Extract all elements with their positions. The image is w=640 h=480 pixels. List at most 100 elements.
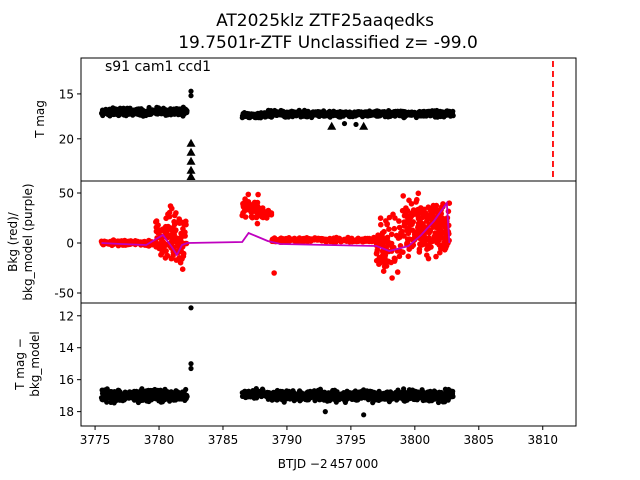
bkg-point: [244, 204, 250, 210]
bkg-point: [166, 213, 173, 220]
bkg-point: [179, 266, 186, 273]
bkg-point: [415, 190, 422, 197]
bkg-point: [411, 231, 418, 238]
panel-bottom-ylabel-line1: T mag −: [13, 338, 27, 391]
x-tick-label: 3780: [144, 433, 175, 447]
data-point: [184, 394, 190, 400]
bkg-point: [259, 207, 265, 213]
upper-limit-marker: [186, 147, 196, 156]
bkg-point: [319, 238, 325, 244]
x-tick-label: 3805: [464, 433, 495, 447]
bkg-point: [285, 238, 292, 245]
data-point: [361, 412, 367, 418]
bkg-point: [347, 236, 354, 243]
bkg-point: [416, 249, 423, 255]
bkg-point: [177, 259, 184, 266]
bkg-point: [377, 215, 384, 221]
bkg-point: [378, 259, 384, 266]
y-tick-label-middle: 50: [59, 187, 74, 201]
bkg-point: [250, 214, 257, 220]
data-point: [188, 365, 194, 372]
bkg-point: [386, 226, 392, 232]
bkg-point: [418, 205, 424, 211]
y-tick-label-top: 15: [59, 87, 74, 101]
bkg-point: [396, 218, 402, 224]
bkg-point: [421, 223, 427, 230]
bkg-point: [375, 232, 381, 238]
bkg-point: [400, 249, 406, 255]
data-point: [450, 393, 456, 400]
bkg-point: [391, 225, 398, 232]
upper-limit-marker: [186, 165, 196, 174]
figure-title-line2: 19.7501r-ZTF Unclassified z= -99.0: [178, 33, 478, 53]
bkg-point: [173, 227, 179, 233]
bkg-point: [428, 237, 435, 243]
bkg-point: [374, 249, 380, 256]
x-tick-label: 3790: [272, 433, 303, 447]
bkg-model-line: [101, 200, 451, 257]
bkg-point: [176, 254, 183, 261]
bkg-point: [158, 227, 164, 234]
data-point: [435, 399, 442, 406]
bkg-point: [400, 193, 407, 199]
bkg-point: [415, 215, 422, 222]
bkg-point: [245, 191, 252, 198]
data-point: [188, 305, 194, 311]
data-point: [104, 399, 110, 405]
bkg-point: [433, 223, 439, 230]
y-tick-label-bottom: 18: [59, 405, 74, 419]
y-tick-label-bottom: 12: [59, 309, 74, 323]
bkg-point: [167, 234, 173, 240]
bkg-point: [438, 231, 444, 237]
panel-bottom-ylabel-line2: bkg_model: [28, 331, 42, 397]
x-tick-label: 3795: [336, 433, 367, 447]
bkg-point: [441, 216, 447, 222]
upper-limit-marker: [327, 121, 337, 130]
data-point: [450, 108, 456, 114]
bkg-point: [178, 230, 184, 237]
upper-limit-marker: [186, 172, 196, 181]
bkg-point: [396, 253, 403, 260]
x-tick-label: 3775: [80, 433, 111, 447]
bkg-point: [242, 214, 249, 220]
bkg-point: [392, 256, 398, 263]
bkg-point: [437, 249, 443, 256]
y-tick-label-bottom: 14: [59, 341, 74, 355]
bkg-point: [386, 214, 393, 221]
bkg-point: [379, 230, 386, 236]
bkg-point: [384, 221, 391, 227]
bkg-point: [241, 208, 248, 215]
bkg-point: [401, 233, 407, 239]
data-point: [183, 386, 189, 393]
bkg-point: [153, 224, 160, 231]
bkg-point: [428, 216, 435, 222]
bkg-point: [430, 202, 437, 209]
data-point: [184, 108, 190, 114]
bkg-point: [163, 248, 169, 254]
bkg-point: [171, 221, 178, 228]
bkg-point: [414, 196, 420, 203]
bkg-point: [425, 255, 432, 262]
panel-bottom-frame: [80, 302, 577, 427]
x-tick-label: 3785: [208, 433, 239, 447]
bkg-point: [380, 237, 387, 244]
y-tick-label-middle: 0: [66, 237, 74, 251]
bkg-point: [406, 236, 413, 242]
data-point: [188, 93, 194, 99]
upper-limit-marker: [186, 138, 196, 147]
bkg-point: [425, 212, 431, 219]
y-tick-label-top: 20: [59, 132, 74, 146]
bkg-point: [422, 235, 429, 241]
bkg-point: [153, 219, 159, 225]
bkg-point: [384, 234, 391, 241]
upper-limit-marker: [359, 121, 369, 130]
bkg-point: [433, 253, 439, 260]
x-axis-label: BTJD −2 457 000: [278, 457, 378, 471]
bkg-point: [153, 243, 160, 250]
bkg-point: [176, 218, 182, 225]
bkg-point: [181, 219, 187, 226]
bkg-point: [385, 238, 391, 245]
data-point: [341, 120, 348, 127]
bkg-point: [164, 252, 171, 259]
bkg-point: [388, 259, 394, 266]
